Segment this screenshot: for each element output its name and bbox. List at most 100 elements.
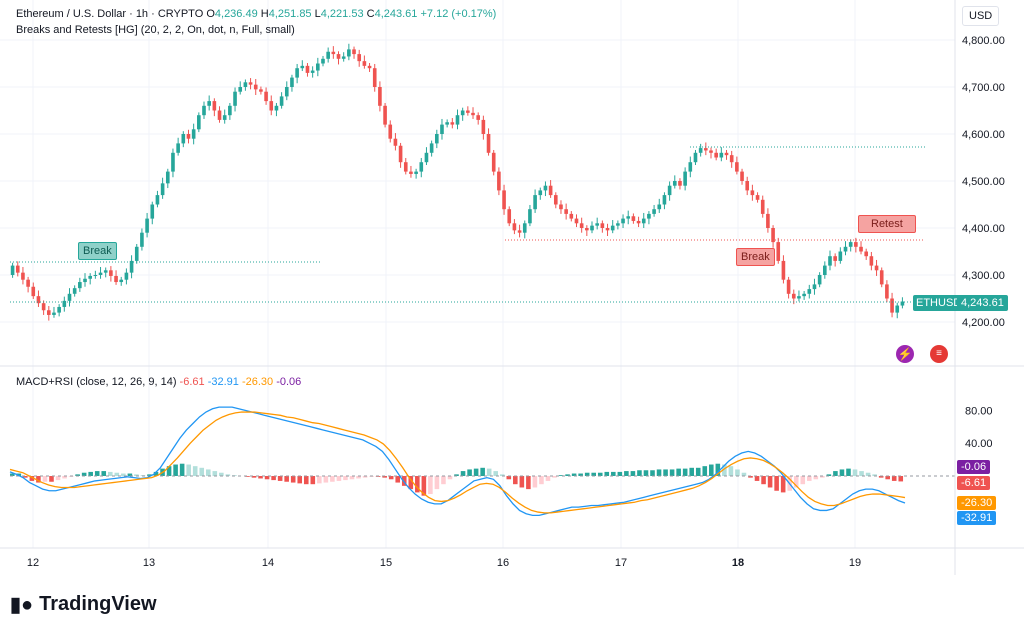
histogram-bar — [872, 474, 877, 476]
candle-body — [243, 82, 248, 87]
candle-body — [455, 115, 460, 125]
candle-body — [817, 275, 822, 285]
histogram-bar — [643, 470, 649, 476]
candle-body — [507, 209, 512, 224]
candle-body — [274, 105, 279, 111]
histogram-bar — [637, 470, 642, 476]
candle-body — [134, 246, 139, 261]
candle-body — [269, 101, 274, 111]
histogram-bar — [473, 468, 479, 476]
histogram-bar — [780, 476, 786, 493]
macd-v3: -26.30 — [241, 376, 274, 388]
histogram-bar — [349, 476, 355, 480]
macd-v1: -6.61 — [179, 376, 205, 388]
histogram-bar — [878, 476, 884, 478]
candle-body — [745, 181, 750, 191]
candle-body — [450, 122, 455, 125]
candle-body — [145, 218, 149, 233]
candle-body — [579, 223, 584, 228]
candle-body — [140, 232, 144, 247]
candle-body — [848, 242, 853, 247]
histogram-bar — [251, 476, 257, 478]
histogram-bar — [611, 471, 616, 476]
candle-body — [393, 138, 398, 146]
histogram-bar — [29, 476, 35, 481]
histogram-bar — [513, 476, 518, 485]
candle-body — [693, 152, 698, 163]
price-tick-label: 4,300.00 — [962, 270, 1005, 282]
candle-body — [403, 162, 408, 172]
histogram-bar — [597, 472, 603, 476]
candle-body — [171, 152, 175, 172]
histogram-bar — [669, 469, 675, 476]
candle-body — [72, 288, 77, 294]
candle-body — [517, 230, 522, 233]
candle-body — [362, 61, 367, 66]
candle-body — [233, 91, 237, 106]
histogram-bar — [258, 476, 263, 479]
histogram-bar — [539, 476, 544, 485]
candle-body — [662, 195, 667, 205]
histogram-bar — [467, 469, 472, 476]
candle-body — [207, 101, 211, 106]
candle-body — [26, 279, 30, 287]
tradingview-logo[interactable]: ▮● TradingView — [10, 592, 157, 617]
macd-legend[interactable]: MACD+RSI (close, 12, 26, 9, 14) -6.61 -3… — [16, 376, 301, 388]
candle-body — [833, 256, 837, 261]
candle-body — [150, 204, 155, 219]
candle-body — [657, 204, 662, 210]
macd-line — [9, 406, 906, 517]
candle-body — [191, 129, 196, 139]
flag-icon[interactable]: ≡ — [930, 345, 948, 363]
candle-body — [155, 195, 160, 205]
histogram-bar — [793, 476, 799, 488]
histogram-bar — [121, 473, 126, 476]
candle-body — [222, 115, 227, 120]
histogram-bar — [388, 476, 394, 480]
candle-body — [678, 181, 682, 186]
currency-button[interactable]: USD — [962, 6, 1000, 26]
indicator-legend[interactable]: Breaks and Retests [HG] (20, 2, 2, On, d… — [16, 24, 295, 36]
histogram-bar — [741, 472, 747, 476]
candle-body — [160, 183, 165, 196]
candle-body — [528, 209, 532, 224]
histogram-bar — [506, 476, 512, 480]
price-tick-label: 4,200.00 — [962, 317, 1005, 329]
histogram-bar — [264, 476, 270, 480]
histogram-bar — [382, 476, 387, 478]
candle-body — [698, 148, 703, 153]
macd-tick-label: 80.00 — [965, 405, 993, 417]
candle-body — [869, 256, 874, 266]
histogram-bar — [212, 471, 218, 476]
candle-body — [610, 225, 615, 231]
lightning-icon[interactable]: ⚡ — [896, 345, 914, 363]
candle-body — [812, 284, 817, 290]
histogram-bar — [447, 476, 453, 480]
candle-body — [259, 89, 263, 92]
candle-body — [641, 218, 646, 224]
price-tick-label: 4,700.00 — [962, 82, 1005, 94]
histogram-bar — [225, 474, 231, 476]
candle-body — [341, 56, 346, 59]
histogram-bar — [441, 476, 446, 485]
candle-body — [310, 70, 315, 73]
candle-body — [828, 256, 832, 266]
candle-body — [735, 162, 739, 172]
candle-body — [409, 171, 413, 174]
histogram-bar — [885, 476, 890, 480]
candle-body — [264, 91, 268, 102]
candle-body — [114, 275, 118, 283]
open-value: 4,236.49 — [214, 8, 258, 20]
time-tick-label: 17 — [615, 557, 627, 569]
low-value: 4,221.53 — [320, 8, 364, 20]
histogram-bar — [865, 472, 871, 476]
candle-body — [186, 134, 191, 139]
candle-body — [729, 155, 734, 163]
histogram-bar — [722, 464, 727, 476]
symbol-title[interactable]: Ethereum / U.S. Dollar · 1h · CRYPTO — [16, 8, 204, 20]
histogram-bar — [578, 473, 583, 476]
candle-body — [652, 209, 656, 214]
histogram-bar — [650, 470, 655, 476]
close-value: 4,243.61 — [374, 8, 418, 20]
